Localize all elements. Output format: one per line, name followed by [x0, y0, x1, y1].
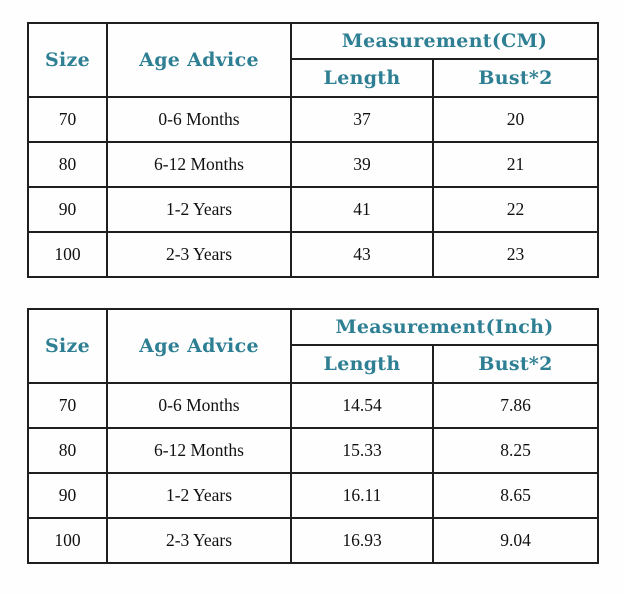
- size-column-header: Size: [27, 22, 108, 98]
- length-cell: 14.54: [290, 382, 434, 429]
- size-cell: 100: [27, 517, 108, 564]
- age-advice-column-header: Age Advice: [106, 308, 292, 384]
- table-row: 100 2-3 Years 43 23: [27, 231, 599, 278]
- bust-column-header: Bust*2: [432, 344, 599, 384]
- age-cell: 0-6 Months: [106, 382, 292, 429]
- table-row: 80 6-12 Months 15.33 8.25: [27, 427, 599, 474]
- table-row: 100 2-3 Years 16.93 9.04: [27, 517, 599, 564]
- length-cell: 43: [290, 231, 434, 278]
- length-cell: 41: [290, 186, 434, 233]
- table-header-row: Size Age Advice Measurement(Inch): [27, 308, 599, 384]
- size-table-cm: Size Age Advice Measurement(CM) Length B…: [27, 22, 599, 278]
- measurement-cm-header: Measurement(CM): [290, 22, 599, 60]
- bust-cell: 20: [432, 96, 599, 143]
- table-subheader-row: Length Bust*2: [28, 344, 599, 384]
- table-header-row: Size Age Advice Measurement(CM): [27, 22, 599, 98]
- size-cell: 70: [27, 382, 108, 429]
- size-cell: 70: [27, 96, 108, 143]
- age-cell: 2-3 Years: [106, 517, 292, 564]
- size-cell: 80: [27, 141, 108, 188]
- table-row: 80 6-12 Months 39 21: [27, 141, 599, 188]
- table-subheader-row: Length Bust*2: [28, 58, 599, 98]
- length-column-header: Length: [290, 58, 434, 98]
- size-cell: 80: [27, 427, 108, 474]
- age-advice-column-header: Age Advice: [106, 22, 292, 98]
- size-cell: 90: [27, 186, 108, 233]
- size-cell: 90: [27, 472, 108, 519]
- age-cell: 2-3 Years: [106, 231, 292, 278]
- size-table-inch: Size Age Advice Measurement(Inch) Length…: [27, 308, 599, 564]
- bust-column-header: Bust*2: [432, 58, 599, 98]
- length-cell: 16.11: [290, 472, 434, 519]
- length-cell: 15.33: [290, 427, 434, 474]
- bust-cell: 9.04: [432, 517, 599, 564]
- age-cell: 0-6 Months: [106, 96, 292, 143]
- age-cell: 6-12 Months: [106, 427, 292, 474]
- table-row: 90 1-2 Years 41 22: [27, 186, 599, 233]
- bust-cell: 23: [432, 231, 599, 278]
- table-row: 90 1-2 Years 16.11 8.65: [27, 472, 599, 519]
- bust-cell: 8.25: [432, 427, 599, 474]
- length-cell: 16.93: [290, 517, 434, 564]
- table-row: 70 0-6 Months 37 20: [27, 96, 599, 143]
- table-row: 70 0-6 Months 14.54 7.86: [27, 382, 599, 429]
- bust-cell: 7.86: [432, 382, 599, 429]
- size-column-header: Size: [27, 308, 108, 384]
- bust-cell: 22: [432, 186, 599, 233]
- size-cell: 100: [27, 231, 108, 278]
- age-cell: 6-12 Months: [106, 141, 292, 188]
- age-cell: 1-2 Years: [106, 186, 292, 233]
- length-cell: 37: [290, 96, 434, 143]
- length-column-header: Length: [290, 344, 434, 384]
- measurement-inch-header: Measurement(Inch): [290, 308, 599, 346]
- length-cell: 39: [290, 141, 434, 188]
- age-cell: 1-2 Years: [106, 472, 292, 519]
- bust-cell: 8.65: [432, 472, 599, 519]
- bust-cell: 21: [432, 141, 599, 188]
